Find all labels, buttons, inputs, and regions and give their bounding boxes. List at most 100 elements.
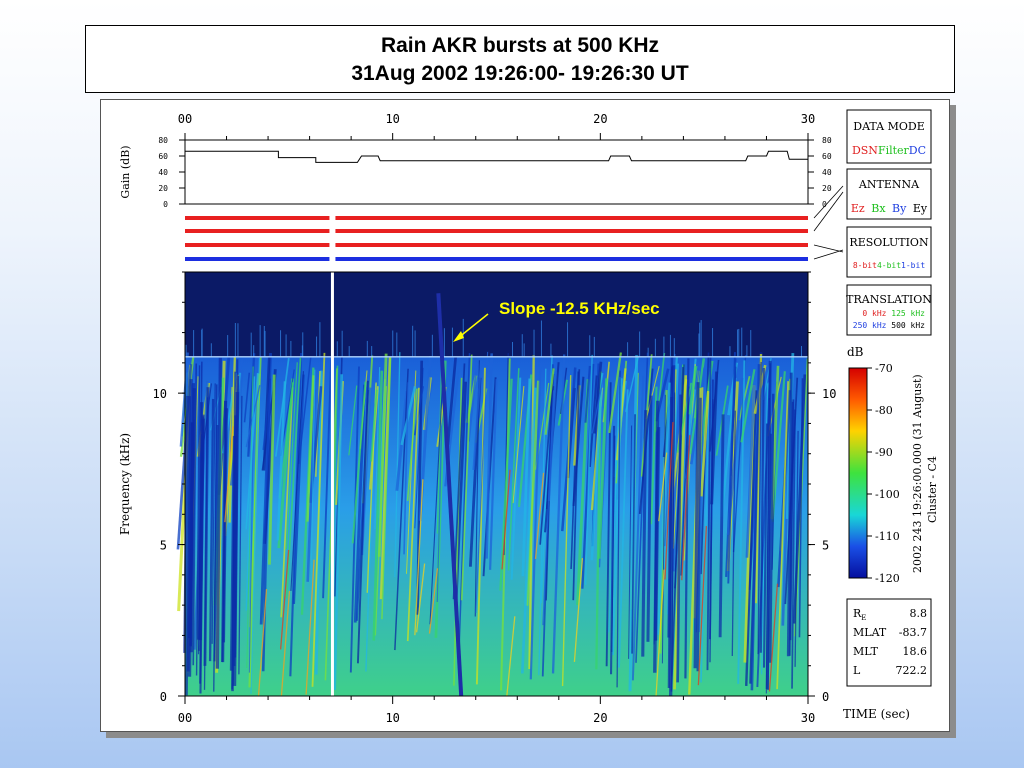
antenna-items: Ez Bx By Ey [851,202,928,215]
blue-stripe [203,397,209,690]
emission-stripe [499,378,513,591]
time-tick-label-top: 00 [178,112,192,126]
colorbar-tick-label: -120 [875,572,900,585]
blue-stripe [757,362,762,655]
hot-streak [415,563,426,633]
spectrogram-quiet-region [185,272,808,357]
colorbar-tick-label: -70 [875,362,893,375]
gain-axis-label: Gain (dB) [119,145,132,198]
blue-stripe [791,409,796,689]
emission-stripe [529,362,542,680]
translation-item: 0 kHz [862,309,886,318]
orbit-info-label-main: MLT [853,645,879,658]
annotation-arrowhead [453,331,464,342]
hot-streak [534,472,545,559]
gain-tick-label-left: 0 [163,200,168,209]
resolution-items: 8-bit4-bit1-bit [853,261,925,270]
hot-streak [697,526,708,686]
translation-box [846,284,932,336]
hot-streak [257,589,268,697]
title-line-2: 31Aug 2002 19:26:00- 19:26:30 UT [351,62,689,85]
gain-tick-label-right: 60 [822,152,832,161]
gain-panel-frame [184,139,809,205]
emission-stripe [453,377,463,686]
colorbar-tick-label: -100 [875,488,900,501]
emission-stripe [525,380,540,606]
emission-stripe [372,370,384,641]
hot-streak [501,469,511,570]
emission-stripe [512,385,525,504]
emission-stripe [348,385,358,456]
emission-stripe [645,366,660,420]
emission-stripe [406,388,418,501]
spectrogram-texture [176,318,809,697]
time-tick-label-top: 10 [385,112,399,126]
hot-streak [506,616,516,697]
freq-tick-label-right: 0 [822,690,829,704]
mode-bar-left [185,229,330,233]
blue-stripe [709,399,714,663]
blue-stripe [215,357,222,669]
blue-stripe [186,379,193,672]
orbit-info-label-main: R [853,607,862,620]
translation-title: TRANSLATION [846,293,932,306]
emission-stripe [588,375,598,468]
gain-tick-label-right: 0 [822,200,827,209]
emission-stripe [243,372,251,423]
emission-stripe [276,381,287,541]
emission-stripe [584,365,591,423]
orbit-info-box [846,598,932,687]
gain-tick-label-left: 20 [158,184,168,193]
blue-stripe [208,398,215,662]
emission-stripe [593,361,603,434]
blue-stripe [221,400,228,663]
orbit-info-label-sub: E [861,614,866,622]
resolution-item: 4-bit [877,261,901,270]
freq-tick-label-left: 0 [160,690,167,704]
side-text-spacecraft: Cluster - C4 [926,456,939,523]
emission-stripe [591,364,607,434]
emission-stripe [597,378,609,559]
data-gap-line [330,272,334,696]
emission-stripe [489,379,498,570]
blue-stripe [786,372,793,657]
blue-stripe [646,395,653,642]
translation-bar-left [185,257,330,261]
emission-stripe [446,356,458,445]
emission-stripe [429,387,443,625]
emission-stripe [737,360,746,684]
emission-stripe [394,368,409,651]
blue-stripe [192,363,198,666]
blue-stripe [238,395,243,675]
blue-stripe [731,410,736,656]
emission-stripe [521,378,532,577]
emission-stripe [400,386,417,446]
emission-stripe [472,360,483,471]
legend-connector [813,249,844,260]
emission-stripe [539,373,555,545]
legend-connector [813,191,844,232]
blue-stripe [669,365,676,696]
colorbar [848,367,868,579]
orbit-info-label: MLT [853,645,879,658]
emission-stripe [572,369,581,601]
emission-stripe [248,356,262,628]
blue-stripe [234,375,240,658]
colorbar-tick-label: -110 [875,530,900,543]
time-tick-label-top: 30 [801,112,815,126]
emission-stripe [298,356,312,464]
hot-streak [681,435,691,581]
resolution-item: 8-bit [853,261,877,270]
antenna-item: Ez [851,202,865,215]
emission-stripe [381,357,392,620]
hot-streak [573,558,584,662]
time-tick-label-bottom: 30 [801,711,815,725]
emission-stripe [377,353,388,557]
gain-tick-label-left: 80 [158,136,168,145]
blue-stripe [611,435,616,652]
emission-stripe [274,357,290,457]
orbit-info-value: -83.7 [899,626,927,639]
freq-tick-label-right: 5 [822,539,829,553]
data-mode-item: DC [909,144,926,157]
emission-stripe [268,374,276,565]
